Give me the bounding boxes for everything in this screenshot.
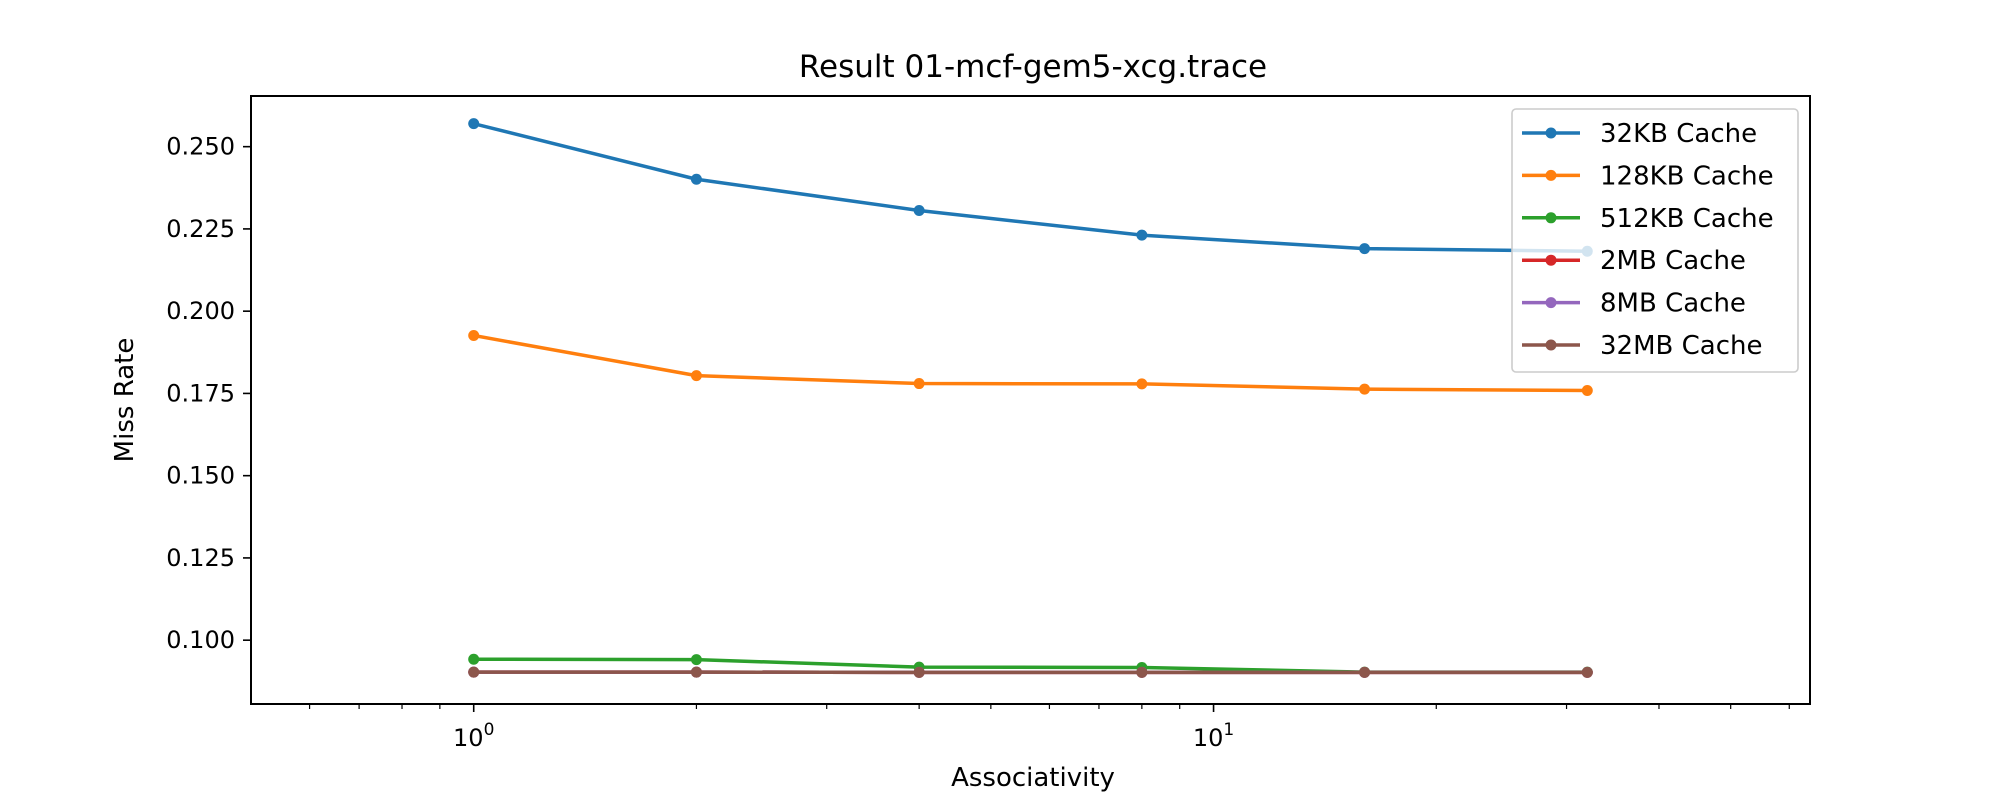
data-point-1-5 (1581, 384, 1593, 396)
data-point-2-1 (690, 654, 702, 666)
data-point-5-3 (1136, 666, 1148, 678)
data-point-0-1 (690, 173, 702, 185)
y-tick-label-2: 0.150 (166, 462, 235, 490)
data-point-2-0 (468, 653, 480, 665)
y-tick-label-1: 0.125 (166, 544, 235, 572)
axes-frame (250, 95, 1811, 705)
legend-marker-5 (1545, 339, 1557, 351)
data-point-5-4 (1359, 666, 1371, 678)
data-point-5-2 (913, 666, 925, 678)
data-point-5-0 (468, 666, 480, 678)
x-axis-label: Associativity (951, 763, 1115, 793)
legend-marker-2 (1545, 212, 1557, 224)
legend-marker-1 (1545, 169, 1557, 181)
data-point-5-1 (690, 666, 702, 678)
y-tick-label-4: 0.200 (166, 297, 235, 325)
data-point-0-3 (1136, 229, 1148, 241)
legend-label-1: 128KB Cache (1600, 161, 1774, 191)
data-point-0-4 (1359, 243, 1371, 255)
y-axis-label: Miss Rate (110, 338, 140, 463)
x-tick-label-0: 100 (453, 720, 494, 752)
legend-marker-0 (1545, 127, 1557, 139)
y-tick-label-5: 0.225 (166, 215, 235, 243)
legend-label-5: 32MB Cache (1600, 331, 1762, 361)
data-point-0-0 (468, 118, 480, 130)
legend: 32KB Cache 128KB Cache 512KB Cache 2MB Cach… (1511, 108, 1799, 373)
y-tick-label-3: 0.175 (166, 379, 235, 407)
chart-title: Result 01-mcf-gem5-xcg.trace (799, 49, 1267, 85)
series-line-0 (471, 121, 1590, 254)
data-point-1-4 (1359, 383, 1371, 395)
data-point-1-2 (913, 378, 925, 390)
data-point-1-3 (1136, 378, 1148, 390)
legend-label-2: 512KB Cache (1600, 204, 1774, 234)
legend-marker-4 (1545, 297, 1557, 309)
legend-box (1511, 108, 1799, 373)
y-tick-label-6: 0.250 (166, 133, 235, 161)
legend-label-4: 8MB Cache (1600, 289, 1746, 319)
legend-label-0: 32KB Cache (1600, 119, 1757, 149)
legend-marker-3 (1545, 254, 1557, 266)
series-line-1 (471, 333, 1590, 393)
data-point-1-1 (690, 370, 702, 382)
data-point-1-0 (468, 330, 480, 342)
data-point-0-2 (913, 204, 925, 216)
legend-label-3: 2MB Cache (1600, 246, 1746, 276)
y-tick-label-0: 0.100 (166, 626, 235, 654)
x-tick-label-1: 101 (1193, 720, 1234, 752)
data-point-5-5 (1581, 666, 1593, 678)
